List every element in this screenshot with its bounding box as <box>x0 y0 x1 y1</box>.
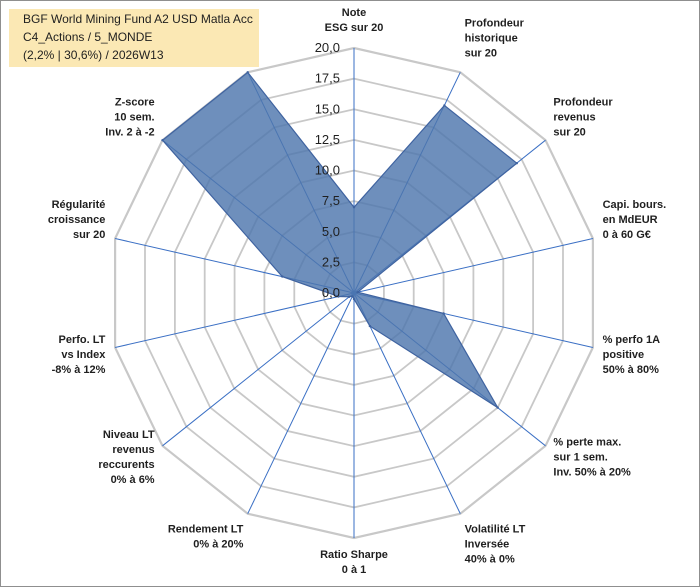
axis-spoke <box>162 292 355 447</box>
tick-label: 20,0 <box>315 40 340 55</box>
tick-label: 0,0 <box>322 285 340 300</box>
axis-label-line: Inv. 2 à -2 <box>105 127 154 139</box>
axis-labels: Note ESG sur 20 Profondeur historique sur 20… <box>48 7 666 576</box>
axis-spoke <box>247 292 355 514</box>
axis-label: Z-score 10 sem. Inv. 2 à -2 <box>105 97 154 139</box>
axis-label-line: Inversée <box>465 539 510 551</box>
axis-spoke <box>353 292 461 514</box>
axis-label-line: Profondeur <box>553 97 613 109</box>
axis-label-line: revenus <box>553 112 595 124</box>
axis-label: Régularité croissance sur 20 <box>48 199 105 241</box>
axis-label-line: ESG sur 20 <box>325 22 384 34</box>
data-point <box>281 275 284 278</box>
data-point <box>337 295 340 298</box>
axis-label-line: % perte max. <box>553 437 621 449</box>
axis-label: Capi. bours. en MdEUR 0 à 60 G€ <box>603 199 667 241</box>
data-point <box>246 71 249 74</box>
axis-label-line: sur 20 <box>73 229 105 241</box>
tick-label: 17,5 <box>315 71 340 86</box>
axis-label: % perfo 1A positive 50% à 80% <box>603 334 661 376</box>
axis-label-line: 40% à 0% <box>465 554 515 566</box>
axis-label: Perfo. LT vs Index -8% à 12% <box>52 334 107 376</box>
axis-label-line: sur 1 sem. <box>553 452 607 464</box>
tick-label: 2,5 <box>322 254 340 269</box>
axis-label: Profondeur historique sur 20 <box>465 17 525 59</box>
axis-label-line: reccurents <box>98 459 154 471</box>
axis-label-line: 50% à 80% <box>603 364 659 376</box>
data-point <box>515 162 518 165</box>
chart-title-box: BGF World Mining Fund A2 USD Matla Acc C… <box>9 9 259 67</box>
axis-label-line: Niveau LT <box>103 429 155 441</box>
tick-label: 15,0 <box>315 101 340 116</box>
axis-label: Niveau LT revenus reccurents 0% à 6% <box>98 429 155 486</box>
data-point <box>161 139 164 142</box>
axis-label-line: 0% à 6% <box>111 474 155 486</box>
axis-label-line: Volatilité LT <box>465 524 526 536</box>
axis-label-line: Z-score <box>115 97 155 109</box>
data-point <box>496 406 499 409</box>
data-point <box>352 297 356 301</box>
tick-label: 5,0 <box>322 224 340 239</box>
tick-label: 12,5 <box>315 132 340 147</box>
axis-label-line: croissance <box>48 214 105 226</box>
axis-label-line: 10 sem. <box>114 112 154 124</box>
tick-label: 7,5 <box>322 193 340 208</box>
data-point <box>351 295 354 298</box>
axis-label-line: vs Index <box>61 349 106 361</box>
chart-title-stats: (2,2% | 30,6%) / 2026W13 <box>23 48 164 62</box>
axis-label: Profondeur revenus sur 20 <box>553 97 613 139</box>
data-point <box>443 104 446 107</box>
axis-label: Volatilité LT Inversée 40% à 0% <box>465 524 526 566</box>
series-polygon <box>161 71 518 409</box>
axis-label-line: Inv. 50% à 20% <box>553 467 631 479</box>
axis-label-line: revenus <box>112 444 154 456</box>
tick-label: 10,0 <box>315 163 340 178</box>
axis-label-line: Capi. bours. <box>603 199 667 211</box>
axis-label-line: historique <box>465 32 518 44</box>
axis-label-line: Ratio Sharpe <box>320 549 388 561</box>
series-area <box>161 71 518 409</box>
axis-spoke <box>353 238 594 294</box>
radial-tick-labels: 0,0 2,5 5,0 7,5 10,0 12,5 15,0 17,5 20,0 <box>315 40 340 300</box>
axis-label-line: positive <box>603 349 645 361</box>
data-point <box>348 295 351 298</box>
axis-label-line: Régularité <box>52 199 106 211</box>
axis-label-line: en MdEUR <box>603 214 658 226</box>
axis-spoke <box>114 292 355 348</box>
axis-label-line: 0% à 20% <box>193 539 243 551</box>
axis-label: Rendement LT 0% à 20% <box>168 524 244 551</box>
chart-title-fund: BGF World Mining Fund A2 USD Matla Acc <box>23 12 253 26</box>
axis-label: Ratio Sharpe 0 à 1 <box>320 549 388 576</box>
axis-label-line: Note <box>342 7 366 19</box>
axis-label: Note ESG sur 20 <box>325 7 384 34</box>
axis-label-line: % perfo 1A <box>603 334 661 346</box>
chart-title-category: C4_Actions / 5_MONDE <box>23 30 153 44</box>
axis-label-line: sur 20 <box>553 127 585 139</box>
data-point <box>352 206 356 209</box>
axis-label-line: Profondeur <box>465 17 525 29</box>
axis-label-line: sur 20 <box>465 47 497 59</box>
axis-label-line: Rendement LT <box>168 524 244 536</box>
axis-label-line: 0 à 60 G€ <box>603 229 651 241</box>
data-point <box>356 291 359 294</box>
axis-label-line: Perfo. LT <box>59 334 106 346</box>
axis-label-line: 0 à 1 <box>342 564 366 576</box>
axis-label: % perte max. sur 1 sem. Inv. 50% à 20% <box>553 437 631 479</box>
data-point <box>442 312 445 315</box>
data-point <box>368 324 372 328</box>
axis-label-line: -8% à 12% <box>52 364 106 376</box>
